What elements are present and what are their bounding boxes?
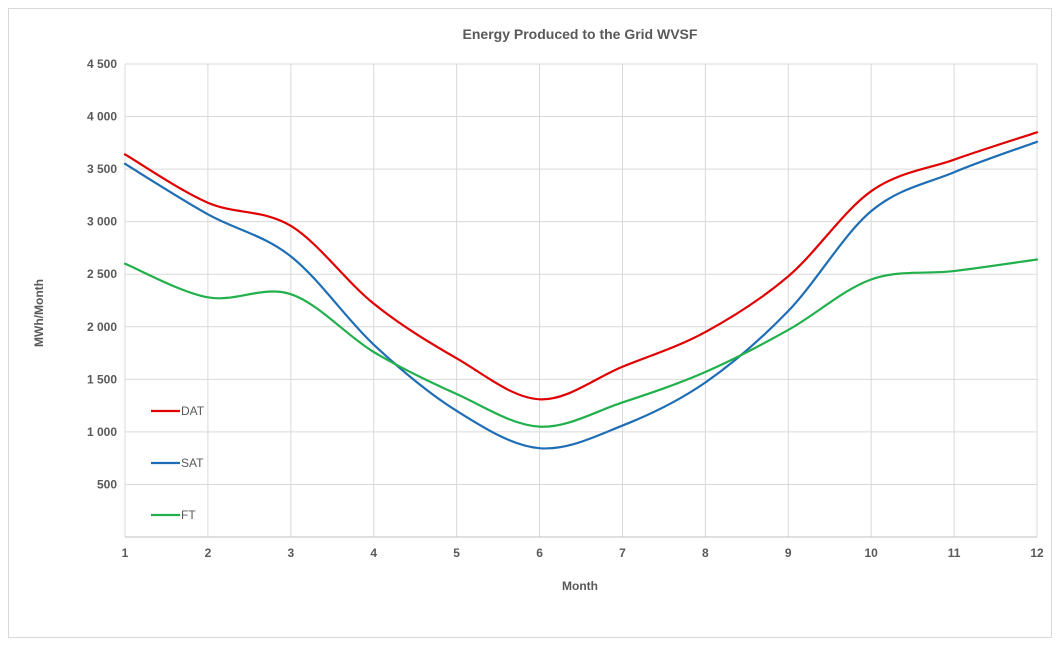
series-line-dat: [123, 131, 1039, 401]
legend-label-dat: DAT: [181, 404, 205, 418]
y-tick-label: 3 500: [87, 162, 117, 176]
chart-title: Energy Produced to the Grid WVSF: [463, 26, 698, 42]
x-tick-label: 5: [453, 546, 460, 560]
series-lines: [123, 131, 1039, 450]
y-tick-labels: 500 1 000 1 500 2 000 2 500 3 000 3 500 4 000 4 …: [87, 57, 117, 491]
series-line-ft: [123, 258, 1039, 428]
x-tick-label: 11: [948, 546, 961, 560]
y-tick-label: 500: [97, 477, 117, 491]
x-tick-label: 9: [785, 546, 792, 560]
y-tick-label: 4 500: [87, 57, 117, 71]
x-tick-label: 7: [619, 546, 626, 560]
y-tick-label: 3 000: [87, 215, 117, 229]
x-tick-label: 10: [865, 546, 879, 560]
y-tick-label: 1 000: [87, 425, 117, 439]
x-tick-label: 12: [1030, 546, 1044, 560]
y-tick-label: 2 500: [87, 267, 117, 281]
y-tick-label: 2 000: [87, 320, 117, 334]
gridlines: [124, 63, 1038, 538]
x-tick-labels: 1 2 3 4 5 6 7 8 9 10 11 12: [122, 546, 1044, 560]
series-line-sat: [123, 140, 1039, 450]
legend-label-ft: FT: [181, 508, 196, 522]
x-tick-label: 4: [370, 546, 377, 560]
x-tick-label: 1: [122, 546, 129, 560]
x-tick-label: 8: [702, 546, 709, 560]
x-tick-label: 2: [205, 546, 212, 560]
legend-label-sat: SAT: [181, 456, 204, 470]
legend: DAT SAT FT: [151, 404, 205, 522]
y-tick-label: 1 500: [87, 372, 117, 386]
chart-frame: [8, 8, 1052, 638]
x-tick-label: 3: [287, 546, 294, 560]
y-tick-label: 4 000: [87, 110, 117, 124]
x-axis-label: Month: [562, 579, 598, 593]
y-axis-label: MWh/Month: [32, 279, 46, 347]
x-tick-label: 6: [536, 546, 543, 560]
